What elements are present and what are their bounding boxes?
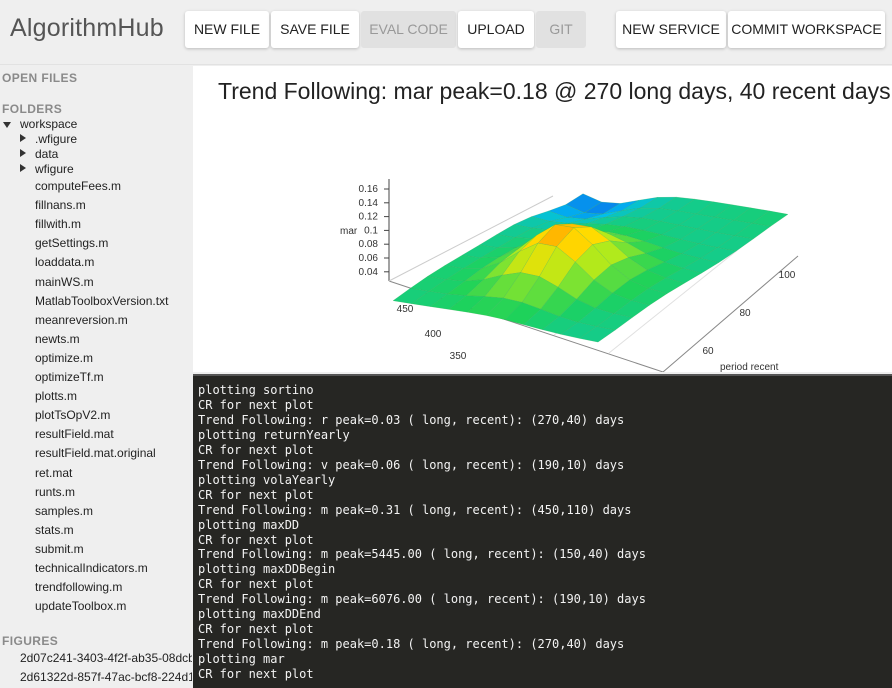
folder-wfigure-hidden[interactable]: .wfigure — [35, 132, 78, 146]
y-tick-label: 80 — [739, 308, 751, 319]
console-line: CR for next plot — [198, 487, 314, 502]
figure-title: Trend Following: mar peak=0.18 @ 270 lon… — [218, 78, 891, 104]
surface-patch — [578, 326, 616, 343]
y-tick-label: 100 — [779, 270, 796, 281]
y-axis-label: period recent — [720, 362, 779, 372]
file-sidebar: OPEN FILES FOLDERS workspace .wfigure da… — [0, 65, 192, 688]
console-line: CR for next plot — [198, 442, 314, 457]
file-item[interactable]: meanreversion.m — [35, 312, 128, 327]
file-item[interactable]: fillnans.m — [35, 198, 86, 213]
file-item[interactable]: loaddata.m — [35, 255, 95, 270]
folders-label: FOLDERS — [2, 102, 63, 116]
z-tick-label: 0.12 — [359, 212, 379, 223]
console-line: CR for next plot — [198, 622, 314, 637]
x-tick-label: 400 — [425, 329, 442, 340]
surface-patch — [751, 210, 789, 227]
file-item[interactable]: plotts.m — [35, 389, 78, 404]
console-line: CR for next plot — [198, 667, 314, 682]
surface-patch — [630, 288, 668, 306]
z-tick-label: 0.06 — [359, 253, 379, 264]
new-file-button[interactable]: NEW FILE — [185, 11, 269, 48]
file-item[interactable]: submit.m — [35, 541, 84, 556]
folder-workspace[interactable]: workspace — [20, 117, 78, 131]
console-line: plotting mar — [198, 652, 285, 667]
git-button[interactable]: GIT — [536, 11, 586, 48]
file-item[interactable]: trendfollowing.m — [35, 580, 123, 595]
file-item[interactable]: newts.m — [35, 331, 80, 346]
file-item[interactable]: plotTsOpV2.m — [35, 408, 111, 423]
file-item[interactable]: updateToolbox.m — [35, 599, 127, 614]
console-line: Trend Following: m peak=0.31 ( long, rec… — [198, 502, 632, 517]
z-axis-label: mar — [340, 226, 358, 237]
console-line: Trend Following: m peak=5445.00 ( long, … — [198, 547, 646, 562]
surface-patch — [734, 222, 772, 240]
file-item[interactable]: optimize.m — [35, 350, 94, 365]
file-item[interactable]: stats.m — [35, 522, 74, 537]
console-line: plotting maxDDBegin — [198, 562, 336, 577]
y-axis-line — [662, 255, 799, 372]
figures-label: FIGURES — [2, 634, 59, 648]
console-line: Trend Following: v peak=0.06 ( long, rec… — [198, 457, 625, 472]
chevron-down-icon[interactable] — [3, 122, 11, 128]
surface-plot: 0.16 0.14 0.12 0.1 0.08 0.06 0.04 mar 450 400 350 1… — [340, 179, 799, 372]
z-tick-label: 0.1 — [364, 225, 378, 236]
folder-data[interactable]: data — [35, 147, 59, 161]
console-line: plotting volaYearly — [198, 472, 336, 487]
file-item[interactable]: MatlabToolboxVersion.txt — [35, 293, 169, 308]
console-line: CR for next plot — [198, 577, 314, 592]
y-tick-label: 60 — [702, 346, 714, 357]
console-output[interactable]: plotting sortino CR for next plot Trend Fo… — [193, 374, 892, 688]
figure-item[interactable]: 2d61322d-857f-47ac-bcf8-224d1 — [20, 670, 192, 684]
file-item[interactable]: fillwith.m — [35, 217, 82, 232]
floor-grid-line — [608, 243, 746, 354]
console-line: plotting maxDDEnd — [198, 607, 321, 622]
z-tick-label: 0.04 — [359, 267, 379, 278]
file-item[interactable]: getSettings.m — [35, 236, 109, 251]
console-line: plotting sortino — [198, 383, 314, 397]
upload-button[interactable]: UPLOAD — [458, 11, 534, 48]
x-tick-label: 450 — [397, 304, 414, 315]
file-item[interactable]: computeFees.m — [35, 179, 122, 193]
app-header: AlgorithmHub NEW FILE SAVE FILE EVAL COD… — [0, 0, 892, 65]
console-line: plotting maxDD — [198, 517, 300, 532]
app-title: AlgorithmHub — [10, 14, 164, 42]
file-item[interactable]: resultField.mat.original — [35, 446, 156, 461]
z-tick-label: 0.16 — [359, 184, 379, 195]
console-line: Trend Following: r peak=0.03 ( long, rec… — [198, 412, 625, 427]
console-line: CR for next plot — [198, 397, 314, 412]
commit-workspace-button[interactable]: COMMIT WORKSPACE — [728, 11, 885, 48]
file-item[interactable]: optimizeTf.m — [35, 370, 104, 384]
folder-wfigure[interactable]: wfigure — [35, 162, 74, 176]
figure-item[interactable]: 2d07c241-3403-4f2f-ab35-08dcb — [20, 651, 192, 665]
z-tick-label: 0.14 — [359, 198, 379, 209]
back-axis-line — [388, 195, 554, 282]
chevron-right-icon[interactable] — [20, 134, 26, 142]
z-tick-label: 0.08 — [359, 239, 379, 250]
file-item[interactable]: ret.mat — [35, 465, 73, 480]
file-item[interactable]: mainWS.m — [35, 274, 94, 289]
surface-patch — [682, 258, 720, 274]
new-service-button[interactable]: NEW SERVICE — [616, 11, 726, 48]
save-file-button[interactable]: SAVE FILE — [271, 11, 359, 48]
chevron-right-icon[interactable] — [20, 164, 26, 172]
console-line: CR for next plot — [198, 532, 314, 547]
console-line: Trend Following: m peak=0.18 ( long, rec… — [198, 637, 625, 652]
console-line: plotting returnYearly — [198, 427, 350, 442]
file-item[interactable]: runts.m — [35, 484, 76, 499]
x-tick-label: 350 — [450, 351, 467, 362]
figure-panel: Trend Following: mar peak=0.18 @ 270 lon… — [193, 66, 892, 372]
file-item[interactable]: resultField.mat — [35, 427, 114, 442]
chevron-right-icon[interactable] — [20, 149, 26, 157]
console-line: Trend Following: m peak=6076.00 ( long, … — [198, 592, 646, 607]
file-item[interactable]: samples.m — [35, 503, 94, 518]
open-files-label: OPEN FILES — [2, 71, 78, 85]
eval-code-button[interactable]: EVAL CODE — [361, 11, 456, 48]
file-item[interactable]: technicalIndicators.m — [35, 561, 148, 575]
